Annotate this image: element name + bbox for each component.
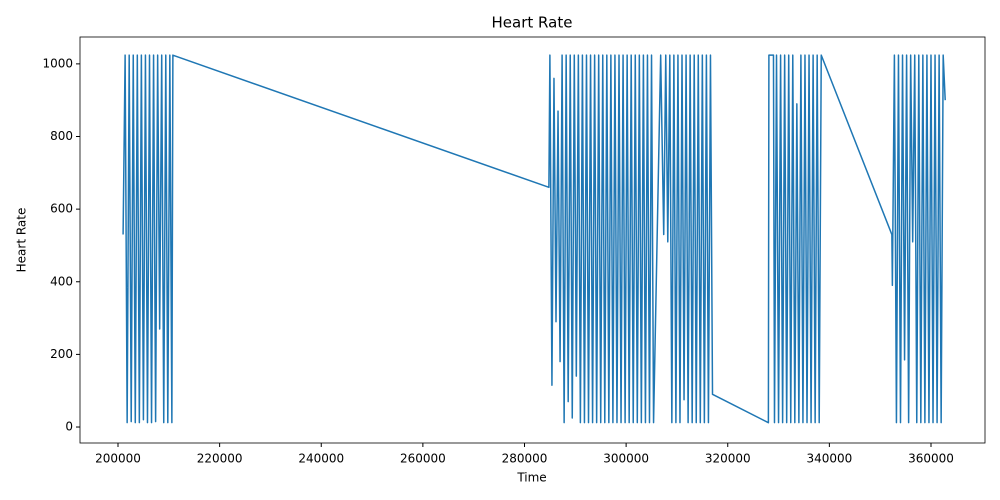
y-tick-label: 200 <box>50 347 73 361</box>
y-tick-label: 0 <box>65 420 73 434</box>
x-tick-label: 340000 <box>806 452 852 466</box>
chart-title: Heart Rate <box>492 14 573 32</box>
x-tick-label: 220000 <box>197 452 243 466</box>
y-tick-label: 800 <box>50 129 73 143</box>
y-tick-label: 1000 <box>42 56 73 70</box>
x-tick-label: 200000 <box>95 452 141 466</box>
x-tick-label: 280000 <box>502 452 548 466</box>
y-tick-label: 600 <box>50 202 73 216</box>
axes-frame <box>79 36 986 444</box>
x-tick-label: 320000 <box>705 452 751 466</box>
data-line <box>122 54 946 424</box>
x-axis-label: Time <box>516 471 546 485</box>
x-tick-label: 360000 <box>908 452 954 466</box>
y-axis-label: Heart Rate <box>15 208 29 273</box>
x-tick-label: 300000 <box>603 452 649 466</box>
x-tick-label: 260000 <box>400 452 446 466</box>
y-tick-label: 400 <box>50 274 73 288</box>
x-tick-label: 240000 <box>298 452 344 466</box>
